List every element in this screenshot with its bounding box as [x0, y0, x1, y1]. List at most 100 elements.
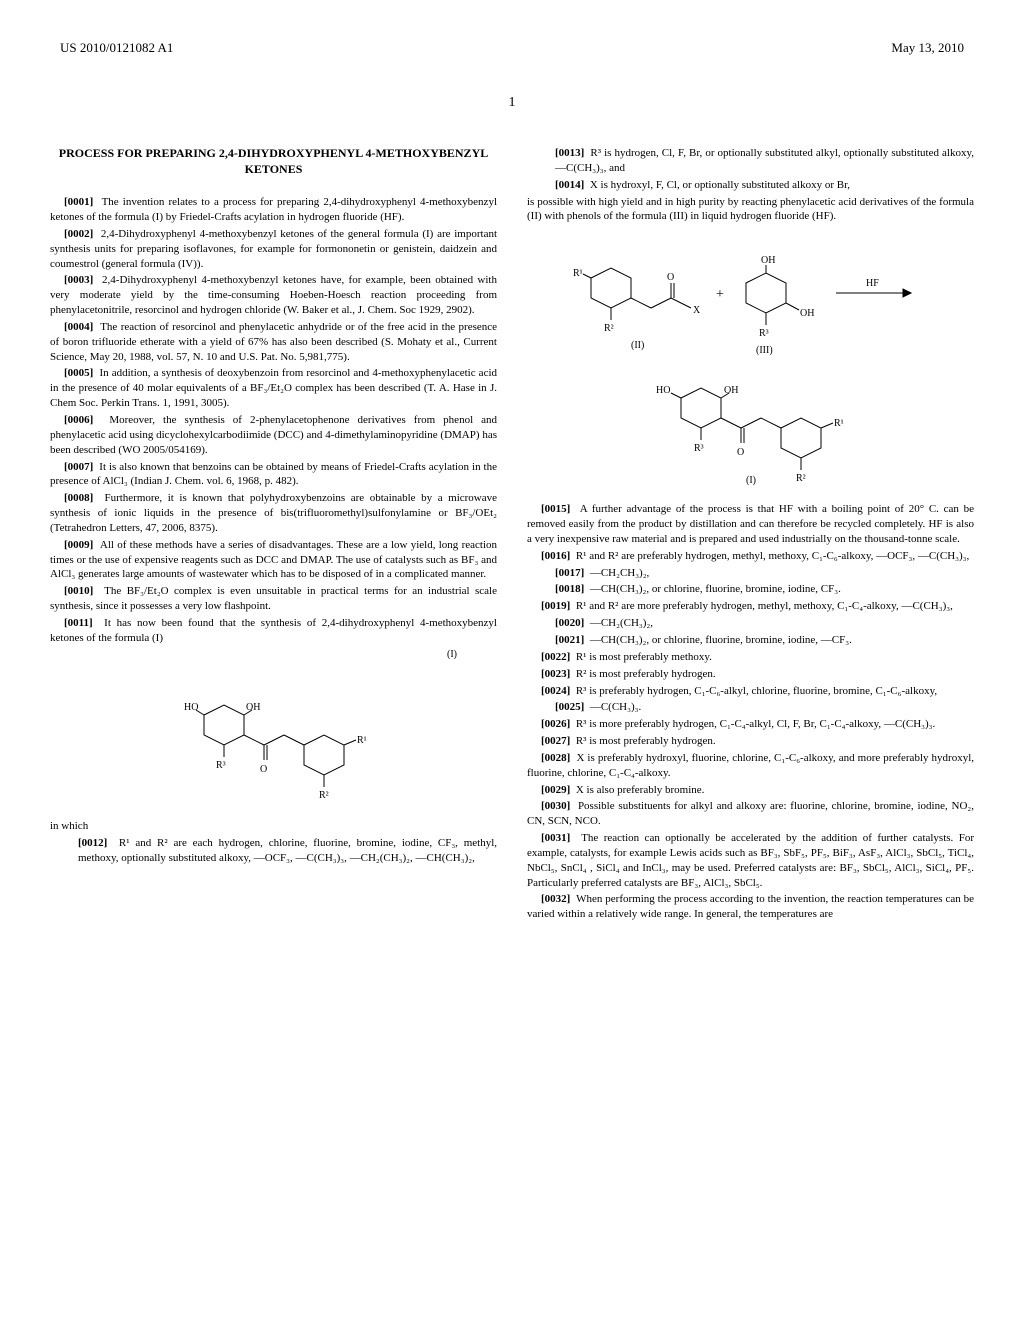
para-text: —CH₂(CH₃)₂,: [590, 617, 653, 629]
svg-text:OH: OH: [761, 255, 775, 266]
svg-text:HO: HO: [184, 702, 198, 713]
page-header: US 2010/0121082 A1 May 13, 2010: [50, 40, 974, 56]
svg-text:R²: R²: [796, 473, 806, 484]
svg-text:R³: R³: [759, 328, 769, 339]
para-text: R³ is most preferably hydrogen.: [576, 735, 716, 747]
patent-number: US 2010/0121082 A1: [60, 40, 173, 56]
para-text: It has now been found that the synthesis…: [50, 617, 497, 644]
para-number: [0021]: [555, 634, 584, 646]
paragraph: [0021] —CH(CH₃)₂, or chlorine, fluorine,…: [527, 633, 974, 648]
para-text: R¹ and R² are more preferably hydrogen, …: [576, 600, 953, 612]
paragraph: [0018] —CH(CH₃)₂, or chlorine, fluorine,…: [527, 582, 974, 597]
para-text: R¹ and R² are preferably hydrogen, methy…: [576, 550, 969, 562]
in-which-text: in which: [50, 819, 497, 834]
para-number: [0002]: [64, 228, 93, 240]
svg-text:(III): (III): [756, 345, 773, 356]
para-text: The BF₃/Et₂O complex is even unsuitable …: [50, 585, 497, 612]
para-number: [0013]: [555, 147, 584, 159]
para-number: [0019]: [541, 600, 570, 612]
continuation-text: is possible with high yield and in high …: [527, 195, 974, 225]
svg-text:(I): (I): [746, 475, 756, 486]
para-text: In addition, a synthesis of deoxybenzoin…: [50, 367, 497, 409]
paragraph: [0029] X is also preferably bromine.: [527, 783, 974, 798]
paragraph: [0017] —CH₂CH₃)₂,: [527, 566, 974, 581]
paragraph: [0030] Possible substituents for alkyl a…: [527, 799, 974, 829]
svg-text:X: X: [693, 305, 701, 316]
para-text: —CH(CH₃)₂, or chlorine, fluorine, bromin…: [590, 583, 841, 595]
paragraph: [0006] Moreover, the synthesis of 2-phen…: [50, 413, 497, 458]
para-number: [0023]: [541, 668, 570, 680]
svg-text:R¹: R¹: [573, 268, 583, 279]
two-column-content: PROCESS FOR PREPARING 2,4-DIHYDROXYPHENY…: [50, 146, 974, 924]
paragraph: [0004] The reaction of resorcinol and ph…: [50, 320, 497, 365]
para-number: [0014]: [555, 179, 584, 191]
paragraph: [0009] All of these methods have a serie…: [50, 538, 497, 583]
para-number: [0027]: [541, 735, 570, 747]
para-number: [0008]: [64, 492, 93, 504]
para-number: [0022]: [541, 651, 570, 663]
paragraph: [0019] R¹ and R² are more preferably hyd…: [527, 599, 974, 614]
para-number: [0030]: [541, 800, 570, 812]
paragraph: [0026] R³ is more preferably hydrogen, C…: [527, 717, 974, 732]
page-number: 1: [509, 95, 516, 111]
chemical-reaction-scheme: R¹ R² O X (II) + OH: [527, 238, 974, 488]
para-text: R¹ and R² are each hydrogen, chlorine, f…: [78, 837, 497, 864]
paragraph: [0012] R¹ and R² are each hydrogen, chlo…: [50, 836, 497, 866]
para-number: [0017]: [555, 567, 584, 579]
paragraph: [0005] In addition, a synthesis of deoxy…: [50, 366, 497, 411]
right-column: [0013] R³ is hydrogen, Cl, F, Br, or opt…: [527, 146, 974, 924]
para-text: It is also known that benzoins can be ob…: [50, 461, 497, 488]
paragraph: [0010] The BF₃/Et₂O complex is even unsu…: [50, 584, 497, 614]
para-text: R³ is hydrogen, Cl, F, Br, or optionally…: [555, 147, 974, 174]
para-number: [0012]: [78, 837, 107, 849]
svg-text:O: O: [260, 764, 267, 775]
svg-text:R²: R²: [319, 790, 329, 801]
para-number: [0028]: [541, 752, 570, 764]
para-text: X is preferably hydroxyl, fluorine, chlo…: [527, 752, 974, 779]
paragraph: [0024] R³ is preferably hydrogen, C₁-C₆-…: [527, 684, 974, 699]
paragraph: [0008] Furthermore, it is known that pol…: [50, 491, 497, 536]
paragraph: [0002] 2,4-Dihydroxyphenyl 4-methoxybenz…: [50, 227, 497, 272]
svg-text:R¹: R¹: [834, 418, 844, 429]
paragraph: [0001] The invention relates to a proces…: [50, 195, 497, 225]
para-text: When performing the process according to…: [527, 893, 974, 920]
svg-text:O: O: [667, 272, 674, 283]
paragraph: [0016] R¹ and R² are preferably hydrogen…: [527, 549, 974, 564]
para-number: [0003]: [64, 274, 93, 286]
svg-text:R²: R²: [604, 323, 614, 334]
svg-text:(II): (II): [631, 340, 644, 351]
para-number: [0029]: [541, 784, 570, 796]
para-text: 2,4-Dihydroxyphenyl 4-methoxybenzyl keto…: [50, 274, 497, 316]
para-number: [0026]: [541, 718, 570, 730]
para-text: —C(CH₃)₃.: [590, 701, 641, 713]
para-text: The invention relates to a process for p…: [50, 196, 497, 223]
para-number: [0025]: [555, 701, 584, 713]
svg-text:O: O: [737, 447, 744, 458]
paragraph: [0014] X is hydroxyl, F, Cl, or optional…: [527, 178, 974, 193]
para-text: R¹ is most preferably methoxy.: [576, 651, 712, 663]
para-text: 2,4-Dihydroxyphenyl 4-methoxybenzyl keto…: [50, 228, 497, 270]
para-number: [0024]: [541, 685, 570, 697]
para-text: The reaction of resorcinol and phenylace…: [50, 321, 497, 363]
paragraph: [0011] It has now been found that the sy…: [50, 616, 497, 646]
para-number: [0007]: [64, 461, 93, 473]
svg-text:R¹: R¹: [357, 735, 367, 746]
para-number: [0006]: [64, 414, 93, 426]
paragraph: [0032] When performing the process accor…: [527, 892, 974, 922]
para-number: [0001]: [64, 196, 93, 208]
formula-label: (I): [50, 648, 497, 662]
svg-text:HO: HO: [656, 385, 670, 396]
para-number: [0018]: [555, 583, 584, 595]
para-text: Possible substituents for alkyl and alko…: [527, 800, 974, 827]
para-number: [0031]: [541, 832, 570, 844]
paragraph: [0020] —CH₂(CH₃)₂,: [527, 616, 974, 631]
paragraph: [0015] A further advantage of the proces…: [527, 502, 974, 547]
para-text: Moreover, the synthesis of 2-phenylaceto…: [50, 414, 497, 456]
para-text: Furthermore, it is known that polyhydrox…: [50, 492, 497, 534]
paragraph: [0007] It is also known that benzoins ca…: [50, 460, 497, 490]
paragraph: [0028] X is preferably hydroxyl, fluorin…: [527, 751, 974, 781]
document-title: PROCESS FOR PREPARING 2,4-DIHYDROXYPHENY…: [50, 146, 497, 177]
left-column: PROCESS FOR PREPARING 2,4-DIHYDROXYPHENY…: [50, 146, 497, 924]
paragraph: [0022] R¹ is most preferably methoxy.: [527, 650, 974, 665]
paragraph: [0003] 2,4-Dihydroxyphenyl 4-methoxybenz…: [50, 273, 497, 318]
